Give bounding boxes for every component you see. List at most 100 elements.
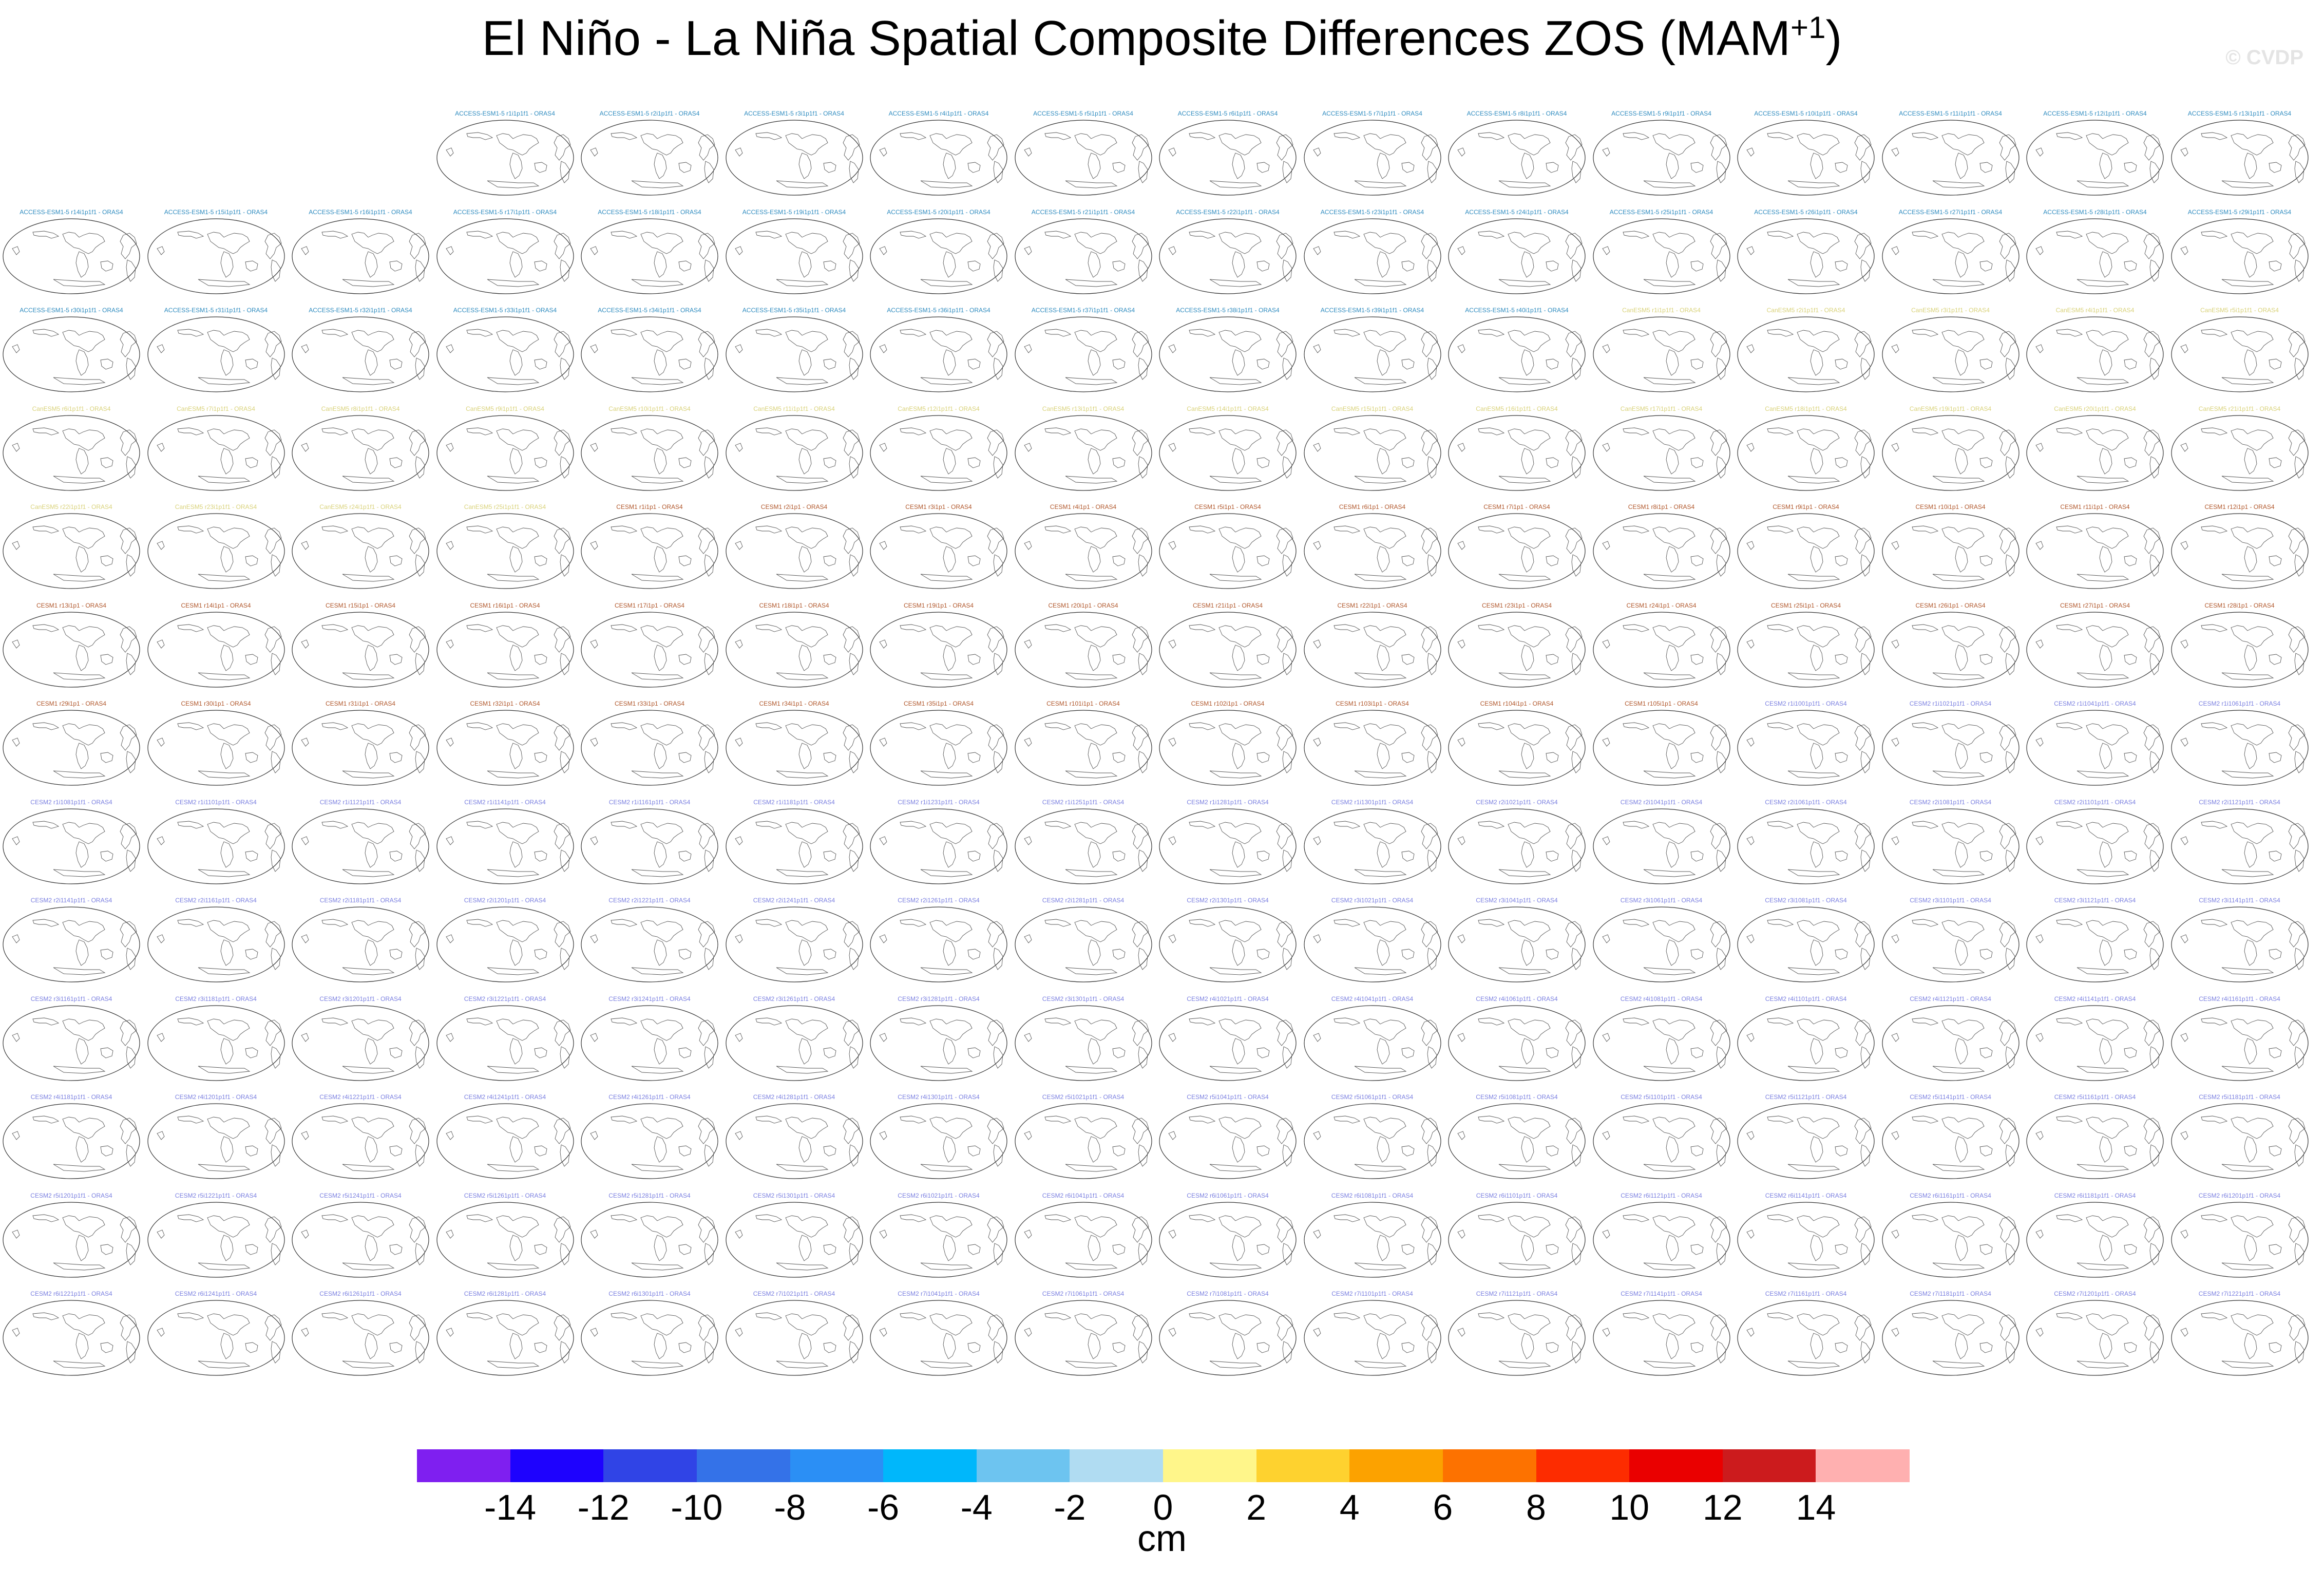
coastline [12, 1131, 20, 1140]
map-panel: CESM2 r1i1061p1f1 - ORAS4 [2170, 700, 2309, 786]
coastline [351, 625, 394, 648]
world-map-outline [1881, 710, 2020, 786]
coastline [1716, 259, 1726, 282]
coastline [1955, 1037, 1968, 1065]
coastline [415, 554, 425, 577]
world-map-outline [1159, 120, 1297, 196]
coastline [631, 476, 684, 483]
coastline [1209, 1360, 1262, 1369]
map-frame [1303, 513, 1441, 589]
coastline [1023, 1131, 1032, 1140]
map-panel-label: CESM1 r24i1p1 - ORAS4 [1626, 601, 1697, 609]
map-panel-label: CanESM5 r11i1p1f1 - ORAS4 [753, 405, 835, 412]
coastline [798, 939, 811, 966]
world-map-outline [436, 414, 574, 491]
coastline [321, 1312, 349, 1320]
coastline [100, 1145, 113, 1157]
coastline [342, 770, 395, 779]
coastline [1312, 541, 1321, 550]
map-frame [1159, 414, 1297, 491]
coastline [2077, 476, 2129, 483]
map-frame [725, 513, 863, 589]
map-panel-label: CESM2 r3i1241p1f1 - ORAS4 [608, 995, 691, 1002]
world-map-outline [725, 414, 863, 491]
coastline [704, 259, 714, 282]
coastline [654, 841, 667, 868]
coastline [206, 920, 250, 942]
coastline [487, 869, 539, 877]
coastline [1835, 654, 1848, 665]
coastline [1860, 161, 1871, 183]
coastline [1891, 541, 1899, 550]
coastline [534, 162, 547, 173]
coastline [1941, 822, 1985, 844]
coastline [967, 457, 981, 468]
world-map-outline [147, 1300, 285, 1376]
coastline [2149, 652, 2160, 675]
coastline [560, 161, 569, 183]
coastline [2035, 541, 2044, 550]
coastline [1998, 626, 2016, 653]
map-panel-label: CESM1 r1i1p1 - ORAS4 [616, 503, 683, 510]
map-panel-label: CESM1 r31i1p1 - ORAS4 [325, 700, 396, 707]
map-frame [2170, 710, 2309, 786]
map-frame [2170, 808, 2309, 884]
world-map-outline [1014, 1201, 1152, 1278]
map-panel-label: CESM1 r23i1p1 - ORAS4 [1481, 601, 1552, 609]
coastline [53, 770, 106, 779]
coastline [698, 1216, 715, 1243]
coastline [1457, 245, 1465, 255]
coastline [704, 1242, 714, 1265]
coastline [53, 574, 106, 582]
coastline [1602, 344, 1610, 353]
map-frame [2026, 120, 2164, 196]
map-panel: CESM1 r19i1p1 - ORAS4 [869, 602, 1008, 688]
coastline [879, 737, 887, 747]
coastline [920, 967, 973, 975]
coastline [1854, 527, 1872, 554]
coastline [590, 1131, 598, 1140]
coastline [1363, 1117, 1406, 1139]
world-map-outline [292, 1300, 429, 1376]
coastline [2221, 967, 2274, 975]
coastline [849, 1046, 859, 1069]
map-panel-label: ACCESS-ESM1-5 r22i1p1f1 - ORAS4 [1176, 208, 1280, 216]
coastline [611, 329, 638, 337]
coastline [1854, 1216, 1872, 1243]
coastline [2056, 1115, 2083, 1124]
coastline [415, 751, 425, 773]
coastline [1138, 357, 1148, 380]
coastline [1666, 153, 1679, 179]
map-frame [1303, 1005, 1441, 1081]
coastline [734, 639, 743, 649]
coastline [929, 625, 973, 648]
coastline [1498, 377, 1551, 385]
coastline [1602, 639, 1610, 649]
map-frame [725, 120, 863, 196]
coastline [1276, 232, 1293, 259]
coastline [100, 850, 113, 862]
map-panel: CESM1 r8i1p1 - ORAS4 [1592, 503, 1731, 590]
world-map-outline [1159, 1300, 1297, 1376]
coastline [1354, 672, 1406, 680]
coastline [1023, 245, 1032, 255]
map-frame [1014, 316, 1152, 392]
coastline [2180, 1032, 2188, 1042]
map-panel-label: ACCESS-ESM1-5 r38i1p1f1 - ORAS4 [1176, 307, 1280, 314]
coastline [678, 1342, 692, 1353]
coastline [2086, 822, 2129, 844]
coastline [466, 722, 493, 730]
coastline [678, 1244, 692, 1255]
coastline [244, 654, 258, 665]
coastline [62, 428, 105, 451]
coastline [466, 1312, 493, 1320]
map-frame [292, 906, 429, 982]
world-map-outline [436, 120, 574, 196]
coastline [2221, 869, 2274, 877]
map-panel: CESM2 r6i1061p1f1 - ORAS4 [1158, 1192, 1297, 1278]
world-map-outline [1448, 710, 1586, 786]
coastline [1521, 349, 1534, 376]
coastline [631, 180, 684, 188]
map-panel-label: CESM1 r21i1p1 - ORAS4 [1192, 601, 1263, 609]
map-panel-label: CESM2 r2i1041p1f1 - ORAS4 [1620, 798, 1703, 806]
